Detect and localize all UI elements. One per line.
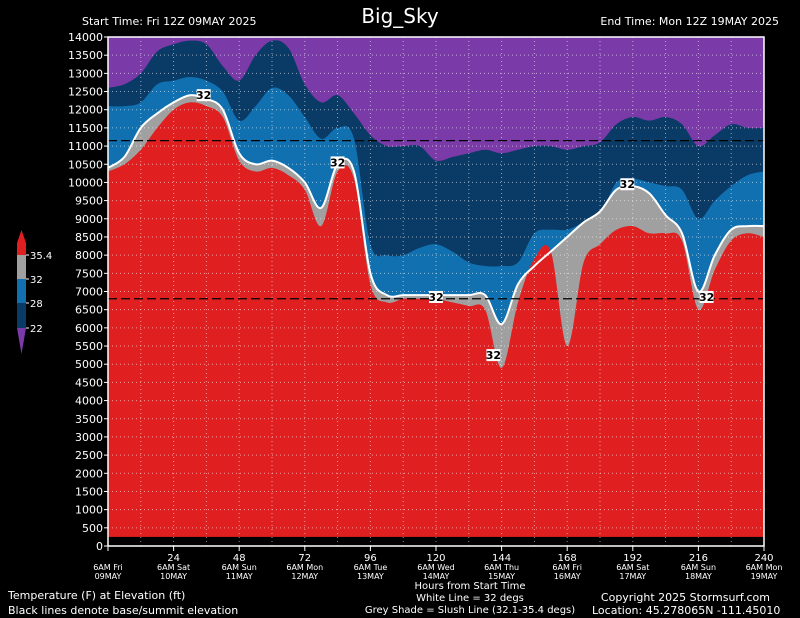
y-tick-label: 14000 <box>68 31 103 44</box>
x-tick-date: 16MAY <box>554 572 581 581</box>
grid-lines <box>108 37 764 546</box>
y-tick-label: 3500 <box>75 413 103 426</box>
y-tick-label: 1000 <box>75 504 103 517</box>
freeze-label-bg <box>620 178 635 191</box>
freeze-label: 32 <box>196 89 211 102</box>
y-tick-label: 8500 <box>75 231 103 244</box>
y-tick-label: 13000 <box>68 67 103 80</box>
x-tick-label: 24 <box>167 553 180 564</box>
freeze-label: 32 <box>699 291 714 304</box>
x-tick-date: 19MAY <box>751 572 778 581</box>
legend-label: 35.4 <box>30 251 52 262</box>
location: Location: 45.278065N -111.45010 <box>592 604 781 617</box>
y-tick-label: 11000 <box>68 140 103 153</box>
freeze-label: 32 <box>428 291 443 304</box>
x-tick-label: 72 <box>298 553 311 564</box>
legend-arrow-up <box>17 230 26 243</box>
x-tick-date: 17MAY <box>619 572 646 581</box>
x-tick-date: 09MAY <box>95 572 122 581</box>
xaxis-label: Hours from Start Time <box>414 581 526 592</box>
y-tick-label: 0 <box>96 540 103 553</box>
legend-arrow-down <box>17 328 26 354</box>
x-tick-label: 144 <box>492 553 511 564</box>
y-tick-label: 500 <box>82 522 103 535</box>
y-tick-label: 8000 <box>75 249 103 262</box>
freeze-label: 32 <box>486 349 501 362</box>
y-tick-label: 11500 <box>68 122 103 135</box>
y-tick-label: 13500 <box>68 49 103 62</box>
footer-left-2: Black lines denote base/summit elevation <box>8 604 239 617</box>
legend-label: 28 <box>30 299 43 310</box>
end-time: End Time: Mon 12Z 19MAY 2025 <box>600 15 779 28</box>
y-tick-label: 4500 <box>75 376 103 389</box>
y-tick-label: 2500 <box>75 449 103 462</box>
freeze-label-bg <box>429 290 443 303</box>
x-tick-day: 6AM Tue <box>354 563 388 572</box>
y-tick-label: 6500 <box>75 304 103 317</box>
chart-title: Big_Sky <box>361 4 439 28</box>
y-tick-label: 6000 <box>75 322 103 335</box>
x-tick-label: 120 <box>426 553 445 564</box>
x-tick-label: 96 <box>364 553 377 564</box>
footer-center-2: White Line = 32 degs <box>416 593 524 604</box>
footer-left-1: Temperature (F) at Elevation (ft) <box>8 589 186 602</box>
x-tick-date: 14MAY <box>423 572 450 581</box>
copyright: Copyright 2025 Stormsurf.com <box>600 591 770 604</box>
y-tick-label: 7000 <box>75 286 103 299</box>
y-tick-label: 3000 <box>75 431 103 444</box>
x-tick-day: 6AM Wed <box>417 563 454 572</box>
legend-swatch <box>17 279 26 303</box>
freeze-label-bg <box>196 89 211 102</box>
freeze-label: 32 <box>330 156 345 169</box>
freeze-label-bg <box>330 156 345 169</box>
x-tick-day: 6AM Fri <box>93 563 123 572</box>
x-tick-date: 10MAY <box>160 572 187 581</box>
x-tick-day: 6AM Fri <box>552 563 582 572</box>
x-tick-label: 168 <box>558 553 577 564</box>
x-tick-date: 15MAY <box>488 572 515 581</box>
legend-label: 22 <box>30 324 43 335</box>
y-tick-label: 12000 <box>68 104 103 117</box>
x-tick-day: 6AM Mon <box>746 563 783 572</box>
x-tick-day: 6AM Sun <box>681 563 716 572</box>
x-tick-date: 13MAY <box>357 572 384 581</box>
y-tick-label: 5500 <box>75 340 103 353</box>
legend-swatch <box>17 255 26 279</box>
freeze-label: 32 <box>620 178 635 191</box>
freeze-label-bg <box>699 290 714 303</box>
y-tick-label: 1500 <box>75 485 103 498</box>
legend-label: 32 <box>30 275 43 286</box>
elevation-reference-lines <box>108 140 800 300</box>
x-tick-day: 6AM Sun <box>222 563 257 572</box>
y-tick-label: 9000 <box>75 213 103 226</box>
x-tick-label: 240 <box>754 553 773 564</box>
footer-center-3: Grey Shade = Slush Line (32.1-35.4 degs) <box>364 605 576 616</box>
y-tick-label: 4000 <box>75 395 103 408</box>
x-tick-date: 18MAY <box>685 572 712 581</box>
freeze-labels: 32 32 32 32 32 32 <box>196 89 714 362</box>
y-tick-label: 10000 <box>68 176 103 189</box>
x-tick-day: 6AM Mon <box>286 563 323 572</box>
y-tick-label: 7500 <box>75 267 103 280</box>
x-tick-date: 11MAY <box>226 572 253 581</box>
x-tick-day: 6AM Thu <box>484 563 519 572</box>
x-tick-date: 12MAY <box>291 572 318 581</box>
x-tick-label: 216 <box>689 553 708 564</box>
y-tick-label: 2000 <box>75 467 103 480</box>
y-tick-label: 9500 <box>75 195 103 208</box>
y-tick-label: 10500 <box>68 158 103 171</box>
axes: 0 500 1000 1500 2000 2500 3000 3500 4000 4500 5000… <box>68 31 782 581</box>
y-tick-label: 12500 <box>68 86 103 99</box>
x-tick-label: 48 <box>233 553 246 564</box>
x-tick-label: 192 <box>623 553 642 564</box>
x-tick-day: 6AM Sat <box>616 563 649 572</box>
start-time: Start Time: Fri 12Z 09MAY 2025 <box>82 15 257 28</box>
legend: 35.4 32 28 22 <box>17 230 52 354</box>
freeze-label-bg <box>486 349 501 362</box>
legend-swatch <box>17 303 26 328</box>
x-tick-day: 6AM Sat <box>157 563 190 572</box>
legend-swatch <box>17 243 26 255</box>
y-tick-label: 5000 <box>75 358 103 371</box>
